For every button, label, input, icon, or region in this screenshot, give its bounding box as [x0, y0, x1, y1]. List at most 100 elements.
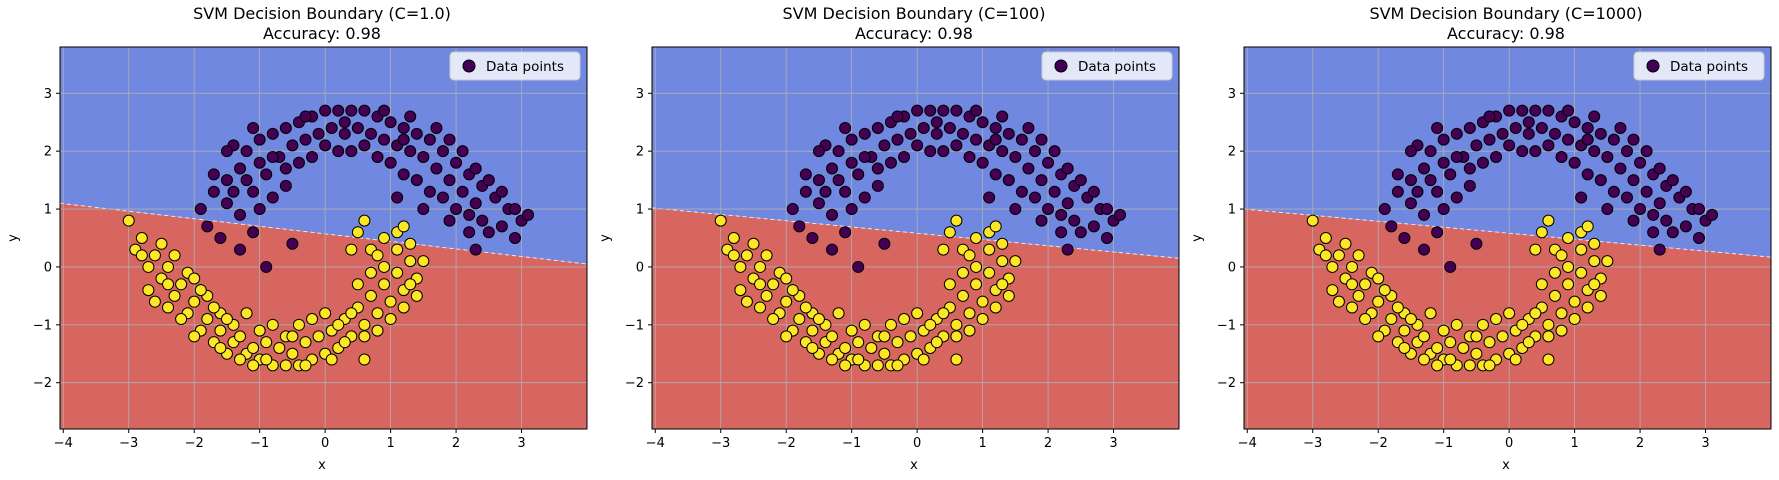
data-point-class-0 [1048, 185, 1061, 198]
data-point-class-1 [865, 341, 878, 354]
axes-frame [651, 46, 1180, 430]
data-point-class-1 [786, 284, 799, 297]
data-point-class-0 [319, 139, 332, 152]
y-tick-label: −1 [625, 318, 644, 333]
data-point-class-0 [950, 139, 963, 152]
data-point-class-1 [937, 243, 950, 256]
data-point-class-1 [1444, 336, 1457, 349]
data-point-class-0 [1391, 185, 1404, 198]
data-point-class-1 [1529, 307, 1542, 320]
x-tick-label: −1 [250, 436, 269, 451]
data-point-class-1 [983, 243, 996, 256]
data-point-class-1 [234, 330, 247, 343]
data-point-class-0 [891, 133, 904, 146]
data-point-class-1 [1529, 243, 1542, 256]
y-tick-label: 3 [1228, 87, 1236, 102]
data-point-class-1 [299, 336, 312, 349]
data-point-class-1 [826, 353, 839, 366]
data-point-class-1 [754, 301, 767, 314]
data-point-class-0 [858, 191, 871, 204]
plot-area: −4 −3 −2 −1 0 1 2 3 −2 −1 0 1 2 3 [625, 46, 1180, 451]
x-tick-label: 1 [1570, 436, 1578, 451]
data-point-class-1 [1575, 243, 1588, 256]
data-point-class-0 [989, 133, 1002, 146]
data-point-class-1 [989, 220, 1002, 233]
data-point-class-1 [1404, 313, 1417, 326]
data-point-class-1 [168, 249, 181, 262]
data-point-class-1 [1424, 307, 1437, 320]
data-point-class-1 [1503, 307, 1516, 320]
data-point-class-0 [1594, 127, 1607, 140]
data-point-class-1 [378, 260, 391, 273]
data-point-class-0 [260, 260, 273, 273]
data-point-class-0 [1620, 145, 1633, 158]
data-point-class-0 [1542, 104, 1555, 117]
data-point-class-1 [247, 359, 260, 372]
data-point-class-1 [1372, 330, 1385, 343]
data-point-class-0 [1627, 214, 1640, 227]
x-tick-label: 0 [913, 436, 921, 451]
data-point-class-1 [155, 237, 168, 250]
data-point-class-1 [220, 313, 233, 326]
data-point-class-1 [1588, 237, 1601, 250]
data-point-class-1 [917, 353, 930, 366]
y-axis-label: y [1190, 234, 1205, 242]
data-point-class-1 [404, 278, 417, 291]
data-point-class-1 [1398, 324, 1411, 337]
data-point-class-0 [247, 226, 260, 239]
data-point-class-1 [194, 284, 207, 297]
data-point-class-0 [397, 122, 410, 135]
data-point-class-1 [371, 307, 384, 320]
data-point-class-0 [1483, 110, 1496, 123]
data-point-class-0 [194, 203, 207, 216]
data-point-class-1 [1581, 220, 1594, 233]
subplot-title: SVM Decision Boundary (C=1000) [1369, 4, 1642, 23]
data-point-class-1 [214, 341, 227, 354]
data-point-class-1 [1594, 289, 1607, 302]
data-point-class-0 [1437, 156, 1450, 169]
data-point-class-1 [1562, 278, 1575, 291]
data-point-class-0 [950, 104, 963, 117]
x-tick-label: −2 [1369, 436, 1388, 451]
data-point-class-0 [1647, 226, 1660, 239]
data-point-class-0 [450, 203, 463, 216]
data-point-class-0 [1463, 179, 1476, 192]
data-point-class-0 [508, 203, 521, 216]
data-point-class-0 [976, 116, 989, 129]
data-point-class-1 [1516, 318, 1529, 331]
data-point-class-1 [404, 237, 417, 250]
data-point-class-1 [812, 313, 825, 326]
data-point-class-1 [1542, 353, 1555, 366]
data-point-class-0 [1516, 145, 1529, 158]
data-point-class-0 [1562, 104, 1575, 117]
data-point-class-1 [345, 243, 358, 256]
data-point-class-1 [1522, 336, 1535, 349]
data-point-class-0 [858, 150, 871, 163]
data-point-class-1 [279, 359, 292, 372]
data-point-class-0 [404, 145, 417, 158]
data-point-class-0 [917, 122, 930, 135]
data-point-class-0 [1483, 133, 1496, 146]
data-point-class-1 [970, 260, 983, 273]
data-point-class-0 [1068, 214, 1081, 227]
data-point-class-0 [812, 145, 825, 158]
data-point-class-1 [292, 318, 305, 331]
data-point-class-0 [220, 174, 233, 187]
data-point-class-0 [410, 174, 423, 187]
data-point-class-0 [260, 168, 273, 181]
data-point-class-1 [391, 266, 404, 279]
subplot-title: SVM Decision Boundary (C=100) [783, 4, 1046, 23]
data-point-class-0 [1555, 150, 1568, 163]
data-point-class-0 [930, 116, 943, 129]
data-point-class-0 [1061, 162, 1074, 175]
legend-marker [1646, 59, 1660, 73]
data-point-class-1 [260, 353, 273, 366]
data-point-class-1 [1588, 255, 1601, 268]
data-point-class-1 [1359, 313, 1372, 326]
x-tick-label: −1 [842, 436, 861, 451]
data-point-class-1 [963, 307, 976, 320]
data-point-class-1 [858, 318, 871, 331]
data-point-class-0 [976, 156, 989, 169]
data-point-class-0 [1653, 243, 1666, 256]
data-point-class-1 [351, 226, 364, 239]
